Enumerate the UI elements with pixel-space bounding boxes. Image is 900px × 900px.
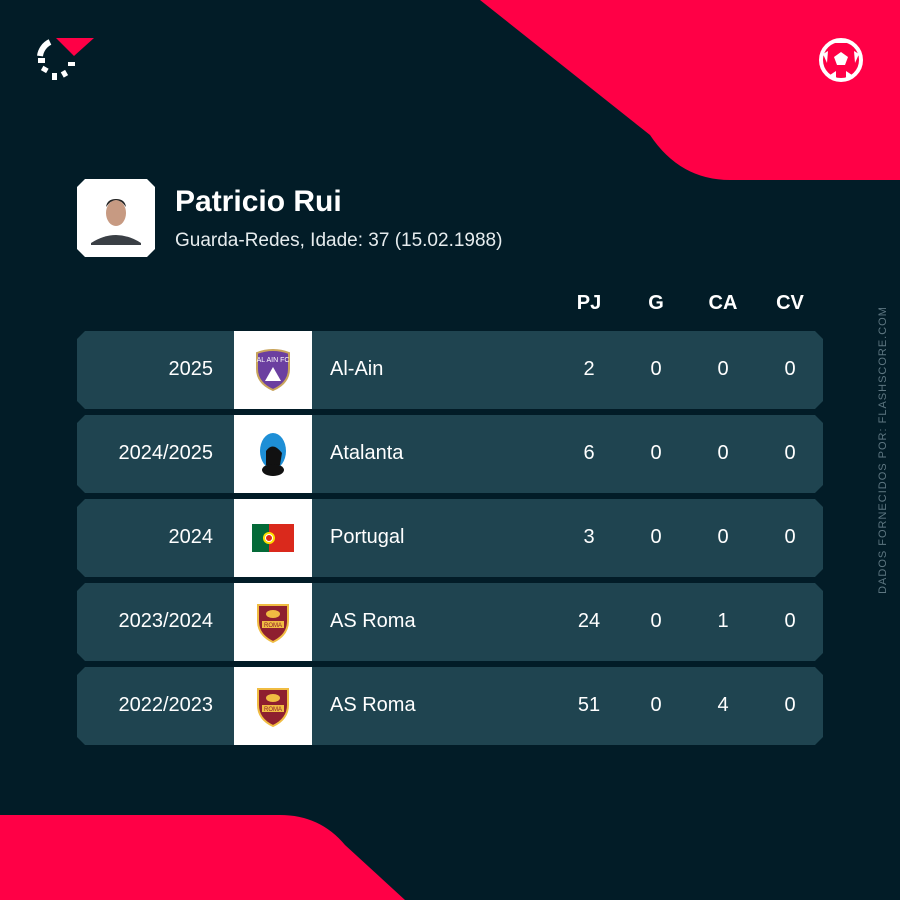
stat-cv: 0 [784, 526, 796, 548]
table-row: 2024/2025 Atalanta 6 0 0 0 [77, 415, 823, 493]
data-credit: DADOS FORNECIDOS POR: FLASHSCORE.COM [877, 306, 889, 594]
table-row: 2024 Portugal 3 0 0 0 [77, 499, 823, 577]
table-row: 2023/2024 ROMA AS Roma 24 0 1 0 [77, 583, 823, 661]
season: 2023/2024 [118, 610, 213, 632]
stat-ca: 0 [717, 442, 729, 464]
player-avatar [91, 199, 141, 245]
stat-ca: 4 [717, 694, 729, 716]
stat-cv: 0 [784, 358, 796, 380]
atalanta-crest-icon [234, 415, 312, 493]
stat-g: 0 [650, 694, 662, 716]
as-roma-crest-icon: ROMA [234, 583, 312, 661]
stat-g: 0 [650, 610, 662, 632]
stat-ca: 0 [717, 526, 729, 548]
stat-g: 0 [650, 358, 662, 380]
season: 2022/2023 [118, 694, 213, 716]
player-name: Patricio Rui [175, 185, 342, 218]
table-row: 2022/2023 ROMA AS Roma 51 0 4 0 [77, 667, 823, 745]
svg-text:ROMA: ROMA [264, 707, 282, 713]
team-name: AS Roma [330, 694, 416, 716]
stat-pj: 6 [583, 442, 595, 464]
stat-pj: 24 [577, 610, 601, 632]
football-icon [819, 38, 863, 82]
team-name: AS Roma [330, 610, 416, 632]
team-name: Portugal [330, 526, 405, 548]
al-ain-crest-icon: AL AIN FC [234, 331, 312, 409]
column-header-g: G [648, 292, 664, 314]
season: 2025 [168, 358, 214, 380]
stat-pj: 2 [583, 358, 595, 380]
season: 2024 [168, 526, 214, 548]
team-name: Atalanta [330, 442, 404, 464]
stat-pj: 51 [577, 694, 601, 716]
svg-text:ROMA: ROMA [264, 623, 282, 629]
table-row: 2025 AL AIN FC Al-Ain 2 0 0 0 [77, 331, 823, 409]
player-details: Guarda-Redes, Idade: 37 (15.02.1988) [175, 230, 503, 251]
as-roma-crest-icon: ROMA [234, 667, 312, 745]
stat-cv: 0 [784, 610, 796, 632]
flashscore-logo-icon [37, 38, 94, 80]
column-header-ca: CA [708, 292, 738, 314]
column-header-pj: PJ [576, 292, 602, 314]
player-photo [77, 179, 155, 257]
stat-cv: 0 [784, 442, 796, 464]
team-name: Al-Ain [330, 358, 384, 380]
stat-ca: 1 [717, 610, 729, 632]
column-header-cv: CV [776, 292, 804, 314]
stat-g: 0 [650, 442, 662, 464]
stat-g: 0 [650, 526, 662, 548]
stat-pj: 3 [583, 526, 595, 548]
stat-ca: 0 [717, 358, 729, 380]
stat-cv: 0 [784, 694, 796, 716]
portugal-flag-icon [234, 499, 312, 577]
season: 2024/2025 [118, 442, 213, 464]
svg-text:AL AIN FC: AL AIN FC [257, 357, 290, 364]
